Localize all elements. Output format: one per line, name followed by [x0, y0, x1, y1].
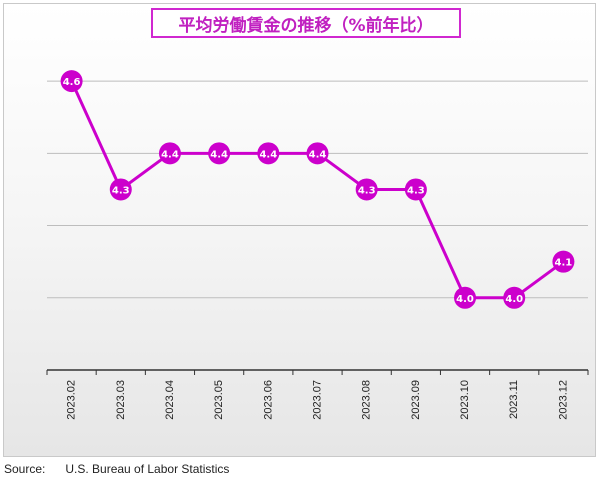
data-label: 4.3: [112, 185, 130, 196]
data-point-marker: [306, 142, 329, 165]
source-value: U.S. Bureau of Labor Statistics: [65, 462, 230, 476]
x-tick-label: 2023.10: [459, 380, 471, 420]
data-label: 4.0: [456, 294, 474, 305]
data-point: 4.4: [158, 142, 181, 165]
series-line: [70, 80, 565, 300]
data-point-marker: [208, 142, 231, 165]
x-tick-label: 2023.07: [312, 380, 324, 420]
x-tick-label: 2023.08: [361, 380, 373, 420]
x-tick-label: 2023.09: [410, 380, 422, 420]
data-point: 4.3: [404, 178, 427, 201]
data-point: 4.0: [454, 286, 477, 309]
source-note: Source: U.S. Bureau of Labor Statistics: [4, 462, 229, 476]
x-axis: [46, 369, 589, 375]
data-point: 4.3: [109, 178, 132, 201]
data-point: 4.4: [257, 142, 280, 165]
x-tick-label: 2023.06: [262, 380, 274, 420]
data-point-marker: [454, 286, 477, 309]
data-point-marker: [552, 250, 575, 273]
data-label: 4.4: [210, 149, 228, 160]
data-label: 4.3: [358, 185, 376, 196]
data-point: 4.1: [552, 250, 575, 273]
data-point: 4.6: [60, 70, 83, 93]
data-point-marker: [503, 286, 526, 309]
data-point-marker: [257, 142, 280, 165]
x-tick-label: 2023.11: [508, 380, 520, 419]
chart-frame: [3, 3, 596, 457]
chart-title-box: 平均労働賃金の推移（%前年比）: [151, 8, 461, 38]
data-point-marker: [109, 178, 132, 201]
x-tick-label: 2023.12: [557, 380, 569, 420]
data-label: 4.0: [505, 294, 523, 305]
data-point-marker: [404, 178, 427, 201]
data-label: 4.3: [407, 185, 425, 196]
data-label: 4.6: [63, 77, 81, 88]
data-point: 4.3: [355, 178, 378, 201]
data-point-marker: [60, 70, 83, 93]
data-label: 4.1: [555, 258, 573, 269]
x-tick-label: 2023.02: [66, 380, 78, 420]
x-tick-label: 2023.05: [213, 380, 225, 420]
source-label: Source:: [4, 462, 46, 476]
wage-growth-line: [70, 80, 565, 300]
x-tick-label: 2023.04: [164, 380, 176, 420]
data-label: 4.4: [309, 149, 327, 160]
data-label: 4.4: [259, 149, 277, 160]
data-markers: 4.6 4.3 4.4 4.4 4.4 4.4 4.3 4.3 4.0 4.0 4.1: [60, 70, 575, 309]
x-tick-labels: 2023.02 2023.03 2023.04 2023.05 2023.06 2023.…: [66, 380, 570, 420]
data-point: 4.0: [503, 286, 526, 309]
chart-title: 平均労働賃金の推移（%前年比）: [178, 15, 434, 36]
data-point-marker: [355, 178, 378, 201]
data-point-marker: [158, 142, 181, 165]
x-tick-label: 2023.03: [115, 380, 127, 420]
data-point: 4.4: [208, 142, 231, 165]
data-label: 4.4: [161, 149, 179, 160]
data-point: 4.4: [306, 142, 329, 165]
